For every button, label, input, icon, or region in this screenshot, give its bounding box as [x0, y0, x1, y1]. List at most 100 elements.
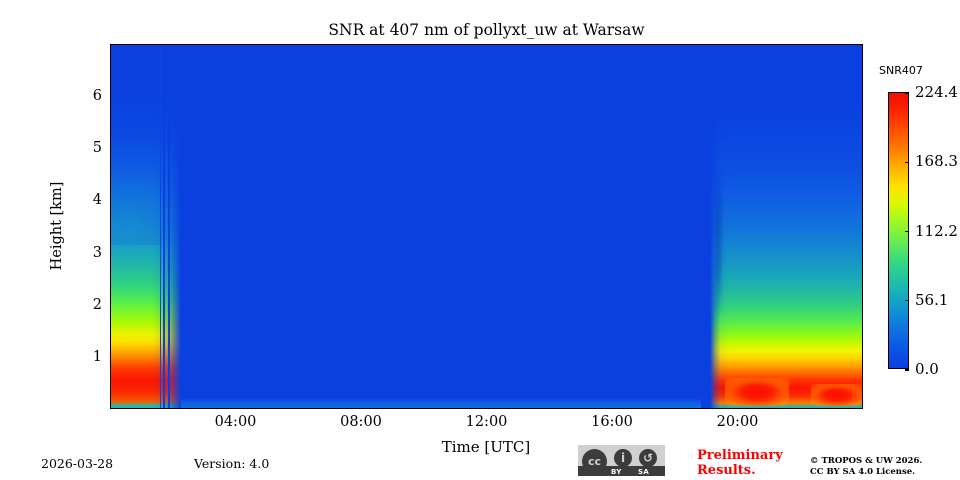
x-axis-tick: [393, 408, 394, 409]
x-axis-tick: [455, 408, 456, 409]
x-axis-tick-label: 08:00: [340, 414, 382, 430]
cc-by-icon: i: [614, 449, 632, 467]
colorbar-tick-label: 0.0: [915, 360, 939, 378]
x-axis-tick: [236, 408, 237, 409]
y-axis-tick-label: 5: [92, 140, 102, 157]
x-axis-tick: [361, 408, 362, 409]
x-axis-tick: [142, 408, 143, 409]
heatmap-hotspot: [811, 384, 862, 406]
y-axis-tick: [862, 253, 863, 254]
x-axis-tick: [236, 44, 237, 45]
preliminary-results-notice: Preliminary Results.: [697, 448, 783, 478]
x-axis-tick: [801, 44, 802, 45]
y-axis-tick: [110, 253, 111, 254]
heatmap-ground-strip: [111, 398, 862, 408]
x-axis-tick: [769, 408, 770, 409]
x-axis-tick: [644, 408, 645, 409]
x-axis-tick: [299, 44, 300, 45]
y-axis-tick: [110, 201, 111, 202]
x-axis-tick: [330, 408, 331, 409]
x-axis-tick: [706, 44, 707, 45]
page-title: SNR at 407 nm of pollyxt_uw at Warsaw: [328, 21, 645, 39]
heatmap-hotspot: [725, 378, 789, 406]
y-axis-tick: [862, 357, 863, 358]
heatmap-evening-plume-onset: [701, 45, 862, 408]
x-axis-tick: [424, 408, 425, 409]
heatmap-data-gap-line: [160, 45, 161, 408]
colorbar-tick: [904, 300, 909, 302]
x-axis-tick: [267, 408, 268, 409]
x-axis-tick-label: 16:00: [591, 414, 633, 430]
x-axis-tick: [110, 408, 111, 409]
x-axis-tick: [142, 44, 143, 45]
x-axis-tick: [393, 44, 394, 45]
cc-sa-icon: ↺: [639, 449, 657, 467]
x-axis-tick: [675, 44, 676, 45]
x-axis-tick: [424, 44, 425, 45]
y-axis-tick: [862, 96, 863, 97]
colorbar-tick-label: 224.4: [915, 83, 958, 101]
y-axis-tick-label: 4: [92, 192, 102, 209]
y-axis-tick-label: 3: [92, 244, 102, 261]
x-axis-tick: [204, 408, 205, 409]
x-axis-tick: [675, 408, 676, 409]
x-axis-tick: [769, 44, 770, 45]
y-axis-tick-label: 6: [92, 88, 102, 105]
colorbar-tick: [904, 161, 909, 163]
date-label: 2026-03-28: [41, 456, 114, 471]
heatmap-data-gap-line: [168, 45, 170, 408]
cc-badge-band: [578, 466, 665, 476]
colorbar-tick: [904, 230, 909, 233]
x-axis-tick-label: 12:00: [465, 414, 508, 430]
x-axis-tick: [550, 44, 551, 45]
x-axis-tick: [330, 44, 331, 45]
x-axis-tick: [581, 408, 582, 409]
y-axis-tick: [862, 149, 863, 150]
heatmap-plot-area[interactable]: [110, 44, 863, 409]
x-axis-tick: [267, 44, 268, 45]
heatmap-data-gap-line: [163, 45, 165, 408]
x-axis-tick: [738, 44, 739, 45]
x-axis-tick: [204, 44, 205, 45]
heatmap-canvas: [111, 45, 862, 408]
x-axis-tick: [518, 408, 519, 409]
y-axis-tick: [110, 305, 111, 306]
x-axis-tick: [361, 44, 362, 45]
heatmap-morning-plume-taper: [111, 45, 181, 408]
x-axis-tick: [612, 44, 613, 45]
y-axis-tick: [110, 357, 111, 358]
x-axis-tick: [173, 408, 174, 409]
y-axis-tick-label: 1: [92, 348, 102, 365]
colorbar-tick-label: 112.2: [915, 221, 958, 240]
colorbar[interactable]: [888, 92, 909, 371]
x-axis-label: Time [UTC]: [441, 438, 531, 456]
y-axis-tick-label: 2: [92, 296, 102, 313]
copyright-notice: © TROPOS & UW 2026. CC BY SA 4.0 License…: [810, 456, 922, 478]
x-axis-tick: [487, 408, 488, 409]
colorbar-tick: [904, 92, 909, 94]
creative-commons-badge[interactable]: cc i ↺ BY SA: [578, 445, 665, 476]
heatmap-vertical-streak: [715, 165, 722, 315]
y-axis-tick: [110, 96, 111, 97]
x-axis-tick: [801, 408, 802, 409]
x-axis-tick-label: 04:00: [214, 414, 257, 430]
x-axis-tick: [550, 408, 551, 409]
y-axis-tick: [862, 201, 863, 202]
x-axis-tick: [644, 44, 645, 45]
x-axis-tick-label: 20:00: [716, 414, 759, 430]
colorbar-title: SNR407: [879, 64, 923, 77]
version-label: Version: 4.0: [194, 456, 270, 471]
y-axis-label: Height [km]: [49, 181, 65, 271]
copyright-line-1: © TROPOS & UW 2026.: [810, 456, 923, 466]
copyright-line-2: CC BY SA 4.0 License.: [810, 467, 916, 477]
x-axis-tick: [518, 44, 519, 45]
x-axis-tick: [455, 44, 456, 45]
colorbar-tick-label: 56.1: [915, 290, 949, 309]
cc-by-label: BY: [611, 467, 622, 476]
x-axis-tick: [487, 44, 488, 45]
x-axis-tick: [706, 408, 707, 409]
colorbar-tick: [904, 369, 909, 371]
x-axis-tick: [738, 408, 739, 409]
x-axis-tick: [612, 408, 613, 409]
x-axis-tick: [110, 44, 111, 45]
